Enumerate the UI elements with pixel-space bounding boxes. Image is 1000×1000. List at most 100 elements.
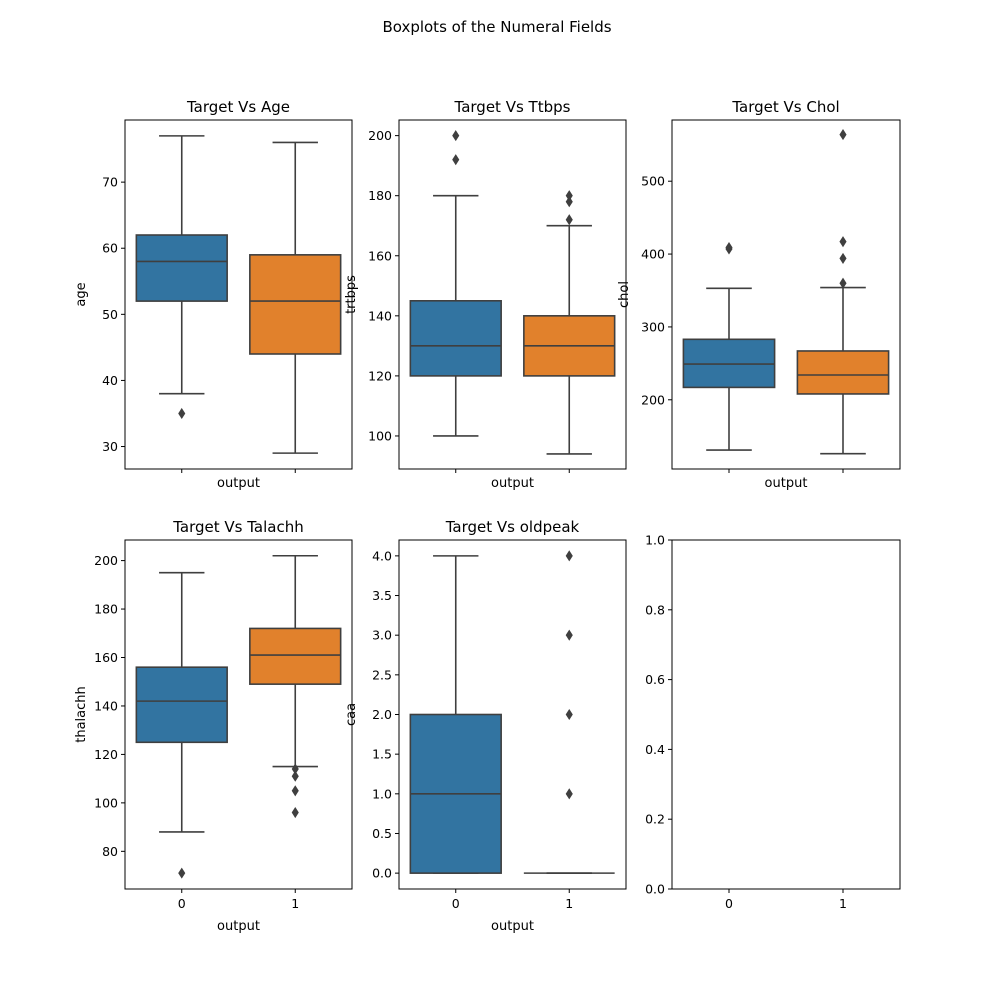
y-tick-label: 0.8	[645, 602, 665, 617]
y-tick-label: 2.5	[372, 667, 392, 682]
outlier-point	[839, 236, 847, 248]
outlier-point	[565, 788, 573, 800]
outlier-point	[178, 867, 186, 879]
y-tick-label: 0.4	[645, 742, 665, 757]
box-0	[135, 234, 228, 302]
subplot-title: Target Vs oldpeak	[445, 518, 580, 536]
outlier-point	[178, 407, 186, 420]
outlier-point	[291, 785, 299, 797]
y-tick-label: 40	[102, 373, 118, 388]
y-tick-label: 140	[368, 308, 392, 323]
outlier-point	[291, 770, 299, 782]
box-0	[409, 300, 502, 377]
y-tick-label: 0.0	[645, 882, 665, 897]
box-group-1	[523, 550, 615, 874]
outlier-point	[291, 763, 299, 775]
y-tick-label: 400	[641, 247, 665, 262]
y-tick-label: 100	[94, 795, 118, 810]
box-0	[135, 666, 228, 744]
y-tick-label: 160	[94, 650, 118, 665]
box-group-0	[409, 130, 502, 437]
y-tick-label: 180	[368, 188, 392, 203]
y-tick-label: 120	[94, 747, 118, 762]
y-tick-label: 300	[641, 319, 665, 334]
axes-frame	[671, 539, 901, 890]
subplot-title: Target Vs Chol	[731, 98, 839, 116]
outlier-point	[452, 154, 460, 166]
box-group-1	[523, 190, 616, 455]
y-tick-label: 3.5	[372, 588, 392, 603]
outlier-point	[565, 196, 573, 208]
x-axis-label: output	[217, 476, 260, 491]
axes-frame	[398, 119, 627, 470]
box-group-0	[682, 241, 776, 451]
x-axis-label: output	[491, 476, 534, 491]
x-axis-label: output	[765, 476, 808, 491]
axes-frame	[671, 119, 901, 470]
y-tick-label: 2.0	[372, 707, 392, 722]
y-tick-label: 200	[368, 128, 392, 143]
box-1	[796, 350, 890, 395]
y-tick-label: 120	[368, 368, 392, 383]
y-tick-label: 1.5	[372, 747, 392, 762]
y-tick-label: 180	[94, 602, 118, 617]
subplot-1: 30 40 50 60 70 Target Vs Age output age	[74, 98, 353, 491]
x-axis-label: output	[217, 919, 260, 934]
axes-frame	[124, 539, 353, 890]
axes-frame	[124, 119, 353, 470]
y-tick-label: 80	[102, 844, 118, 859]
box-1	[249, 627, 342, 685]
y-tick-label: 0.0	[372, 866, 392, 881]
figure-suptitle: Boxplots of the Numeral Fields	[382, 18, 611, 36]
y-tick-label: 0.6	[645, 672, 665, 687]
y-tick-label: 100	[368, 428, 392, 443]
outlier-point	[291, 807, 299, 819]
x-tick-label: 0	[452, 896, 460, 911]
x-axis-label: output	[491, 919, 534, 934]
outlier-point	[565, 214, 573, 226]
outlier-point	[565, 708, 573, 721]
y-tick-label: 200	[94, 553, 118, 568]
x-tick-label: 1	[291, 896, 299, 911]
box-group-0	[135, 571, 228, 879]
subplot-4: 80 100 120 140 160 180 200 0 1 Target Vs Talachh o…	[74, 518, 353, 934]
y-tick-label: 160	[368, 248, 392, 263]
subplot-2: 100 120 140 160 180 200 Target Vs Ttbps output t…	[344, 98, 627, 491]
subplot-3: 200 300 400 500 Target Vs Chol output chol	[617, 98, 901, 491]
subplot-title: Target Vs Age	[186, 98, 290, 116]
y-tick-label: 3.0	[372, 628, 392, 643]
outlier-point	[565, 550, 573, 562]
y-tick-label: 70	[102, 175, 118, 190]
outlier-point	[839, 277, 847, 289]
x-tick-label: 0	[178, 896, 186, 911]
y-axis-label: caa	[344, 703, 359, 726]
y-tick-label: 50	[102, 307, 118, 322]
y-axis-label: trtbps	[344, 275, 359, 314]
x-tick-label: 0	[725, 896, 733, 911]
outlier-point	[839, 129, 847, 141]
subplot-title: Target Vs Ttbps	[454, 98, 571, 116]
y-axis-label: chol	[617, 281, 632, 308]
y-axis-label: thalachh	[74, 686, 89, 743]
subplot-6: 0.0 0.2 0.4 0.6 0.8 1.0 0 1	[645, 533, 901, 911]
y-tick-label: 4.0	[372, 548, 392, 563]
y-tick-label: 0.2	[645, 812, 665, 827]
box-1	[249, 254, 342, 355]
y-tick-label: 500	[641, 174, 665, 189]
y-tick-label: 60	[102, 241, 118, 256]
box-group-1	[796, 129, 890, 455]
outlier-point	[565, 190, 573, 202]
box-group-0	[135, 135, 228, 420]
box-group-1	[249, 554, 342, 819]
y-tick-label: 0.5	[372, 826, 392, 841]
y-tick-label: 140	[94, 698, 118, 713]
outlier-point	[452, 130, 460, 142]
y-tick-label: 30	[102, 439, 118, 454]
box-group-1	[249, 141, 342, 454]
box-group-0	[409, 555, 502, 874]
subplot-title: Target Vs Talachh	[172, 518, 304, 536]
y-tick-label: 200	[641, 392, 665, 407]
outlier-point	[565, 629, 573, 641]
